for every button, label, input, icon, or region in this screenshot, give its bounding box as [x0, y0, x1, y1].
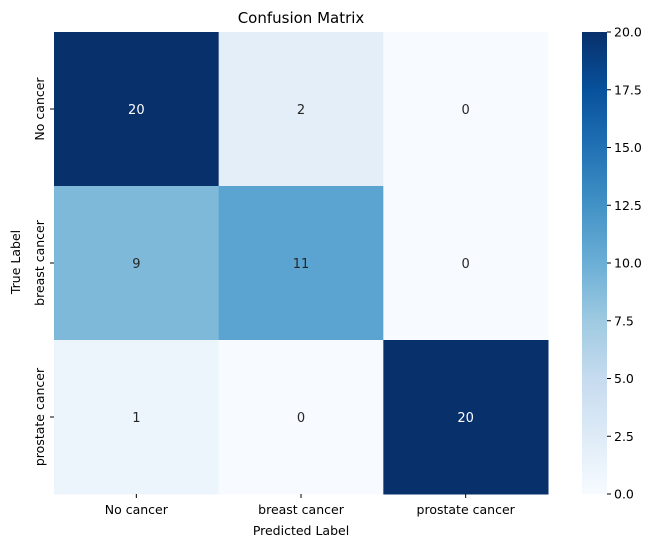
heatmap-annotations: 20 2 09 11 01 0 20: [128, 103, 474, 426]
cell-value-label: 0: [462, 103, 470, 118]
heatmap-cell: [54, 186, 220, 341]
heatmap-cell: [54, 32, 220, 187]
y-tick-label: breast cancer: [32, 219, 47, 306]
heatmap-cells: [54, 32, 549, 495]
x-tick-label: prostate cancer: [417, 502, 516, 517]
colorbar-tick-label: 7.5: [614, 313, 634, 328]
colorbar-tick-label: 15.0: [614, 140, 642, 155]
cell-value-label: 20: [457, 411, 474, 426]
x-axis-ticks: No cancer breast cancer prostate cancer: [105, 494, 516, 517]
colorbar-tick-label: 2.5: [614, 429, 634, 444]
chart-title: Confusion Matrix: [238, 9, 365, 27]
cell-value-label: 1: [132, 411, 140, 426]
y-tick-label: prostate cancer: [32, 367, 47, 466]
heatmap-cell: [383, 340, 549, 495]
x-tick-label: breast cancer: [258, 502, 345, 517]
y-axis-ticks: No cancer breast cancer prostate cancer: [32, 77, 54, 466]
colorbar-tick-label: 17.5: [614, 82, 642, 97]
heatmap-cell: [54, 340, 220, 495]
x-tick-label: No cancer: [105, 502, 169, 517]
cell-value-label: 2: [297, 103, 305, 118]
x-axis-label: Predicted Label: [253, 523, 349, 538]
heatmap-cell: [218, 32, 384, 187]
colorbar-tick-label: 0.0: [614, 487, 634, 502]
y-tick-label: No cancer: [32, 77, 47, 141]
cell-value-label: 0: [297, 411, 305, 426]
colorbar-tick-label: 5.0: [614, 371, 634, 386]
y-axis-label: True Label: [8, 230, 23, 295]
cell-value-label: 0: [462, 257, 470, 272]
heatmap-cell: [383, 32, 549, 187]
colorbar-tick-label: 10.0: [614, 256, 642, 271]
colorbar-tick-label: 12.5: [614, 198, 642, 213]
cell-value-label: 11: [293, 257, 310, 272]
heatmap-cell: [218, 340, 384, 495]
colorbar-ticks: 0.0 2.5 5.0 7.5 10.0 12.5 15.0 17.5 20.0: [607, 25, 642, 502]
cell-value-label: 20: [128, 103, 145, 118]
cell-value-label: 9: [132, 257, 140, 272]
heatmap-cell: [218, 186, 384, 341]
colorbar-tick-label: 20.0: [614, 25, 642, 40]
heatmap-cell: [383, 186, 549, 341]
colorbar: [582, 32, 607, 494]
